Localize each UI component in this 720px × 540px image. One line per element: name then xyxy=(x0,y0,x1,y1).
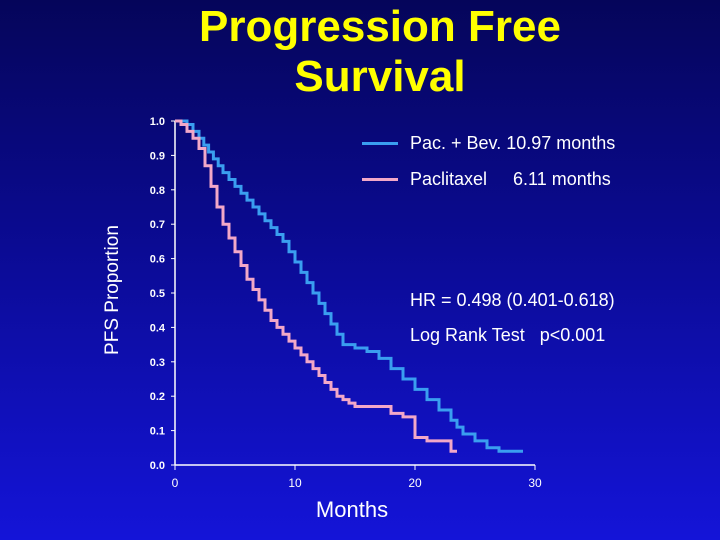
y-tick-label: 0.5 xyxy=(150,288,165,300)
x-axis-label: Months xyxy=(315,497,389,522)
y-axis-label: PFS Proportion xyxy=(102,225,123,355)
slide-title: Progression Free Survival xyxy=(0,2,720,102)
y-tick-label: 0.7 xyxy=(150,219,165,231)
y-tick-label: 0.9 xyxy=(150,150,165,162)
slide-title-line-2: Survival xyxy=(294,52,466,101)
chart-ticks: 0.0 0.1 0.2 0.3 0.4 0.5 0.6 0.7 0.8 0.9 1.0 0 10 20 30 xyxy=(150,116,542,490)
y-tick-label: 0.2 xyxy=(150,391,165,403)
y-tick-label: 0.8 xyxy=(150,185,165,197)
x-tick-label: 20 xyxy=(408,476,422,490)
legend-swatch-pac-bev xyxy=(362,142,398,145)
y-tick-label: 0.6 xyxy=(150,254,165,266)
legend-median-pac-bev: 10.97 months xyxy=(506,133,616,153)
slide-title-line-1: Progression Free xyxy=(199,2,561,51)
chart-series xyxy=(175,119,523,453)
legend-entry-paclitaxel: Paclitaxel 6.11 months xyxy=(410,169,611,190)
legend-median-paclitaxel: 6.11 months xyxy=(513,169,611,189)
y-tick-label: 1.0 xyxy=(150,116,165,128)
y-tick-label: 0.1 xyxy=(150,426,165,438)
legend-entry-pac-bev: Pac. + Bev. 10.97 months xyxy=(410,133,615,154)
log-rank-annotation: Log Rank Test p<0.001 xyxy=(410,325,606,345)
x-tick-label: 0 xyxy=(172,476,179,490)
y-tick-label: 0.3 xyxy=(150,357,165,369)
km-curve-pac-bev xyxy=(175,119,523,453)
x-tick-label: 30 xyxy=(528,476,542,490)
legend-label-paclitaxel: Paclitaxel xyxy=(410,169,488,189)
x-tick-label: 10 xyxy=(288,476,302,490)
legend-label-pac-bev: Pac. + Bev. xyxy=(410,133,502,153)
km-curve-paclitaxel xyxy=(175,119,457,453)
legend-swatch-paclitaxel xyxy=(362,178,398,181)
y-tick-label: 0.0 xyxy=(150,460,165,472)
y-tick-label: 0.4 xyxy=(150,322,166,334)
hazard-ratio-annotation: HR = 0.498 (0.401-0.618) xyxy=(410,290,615,310)
